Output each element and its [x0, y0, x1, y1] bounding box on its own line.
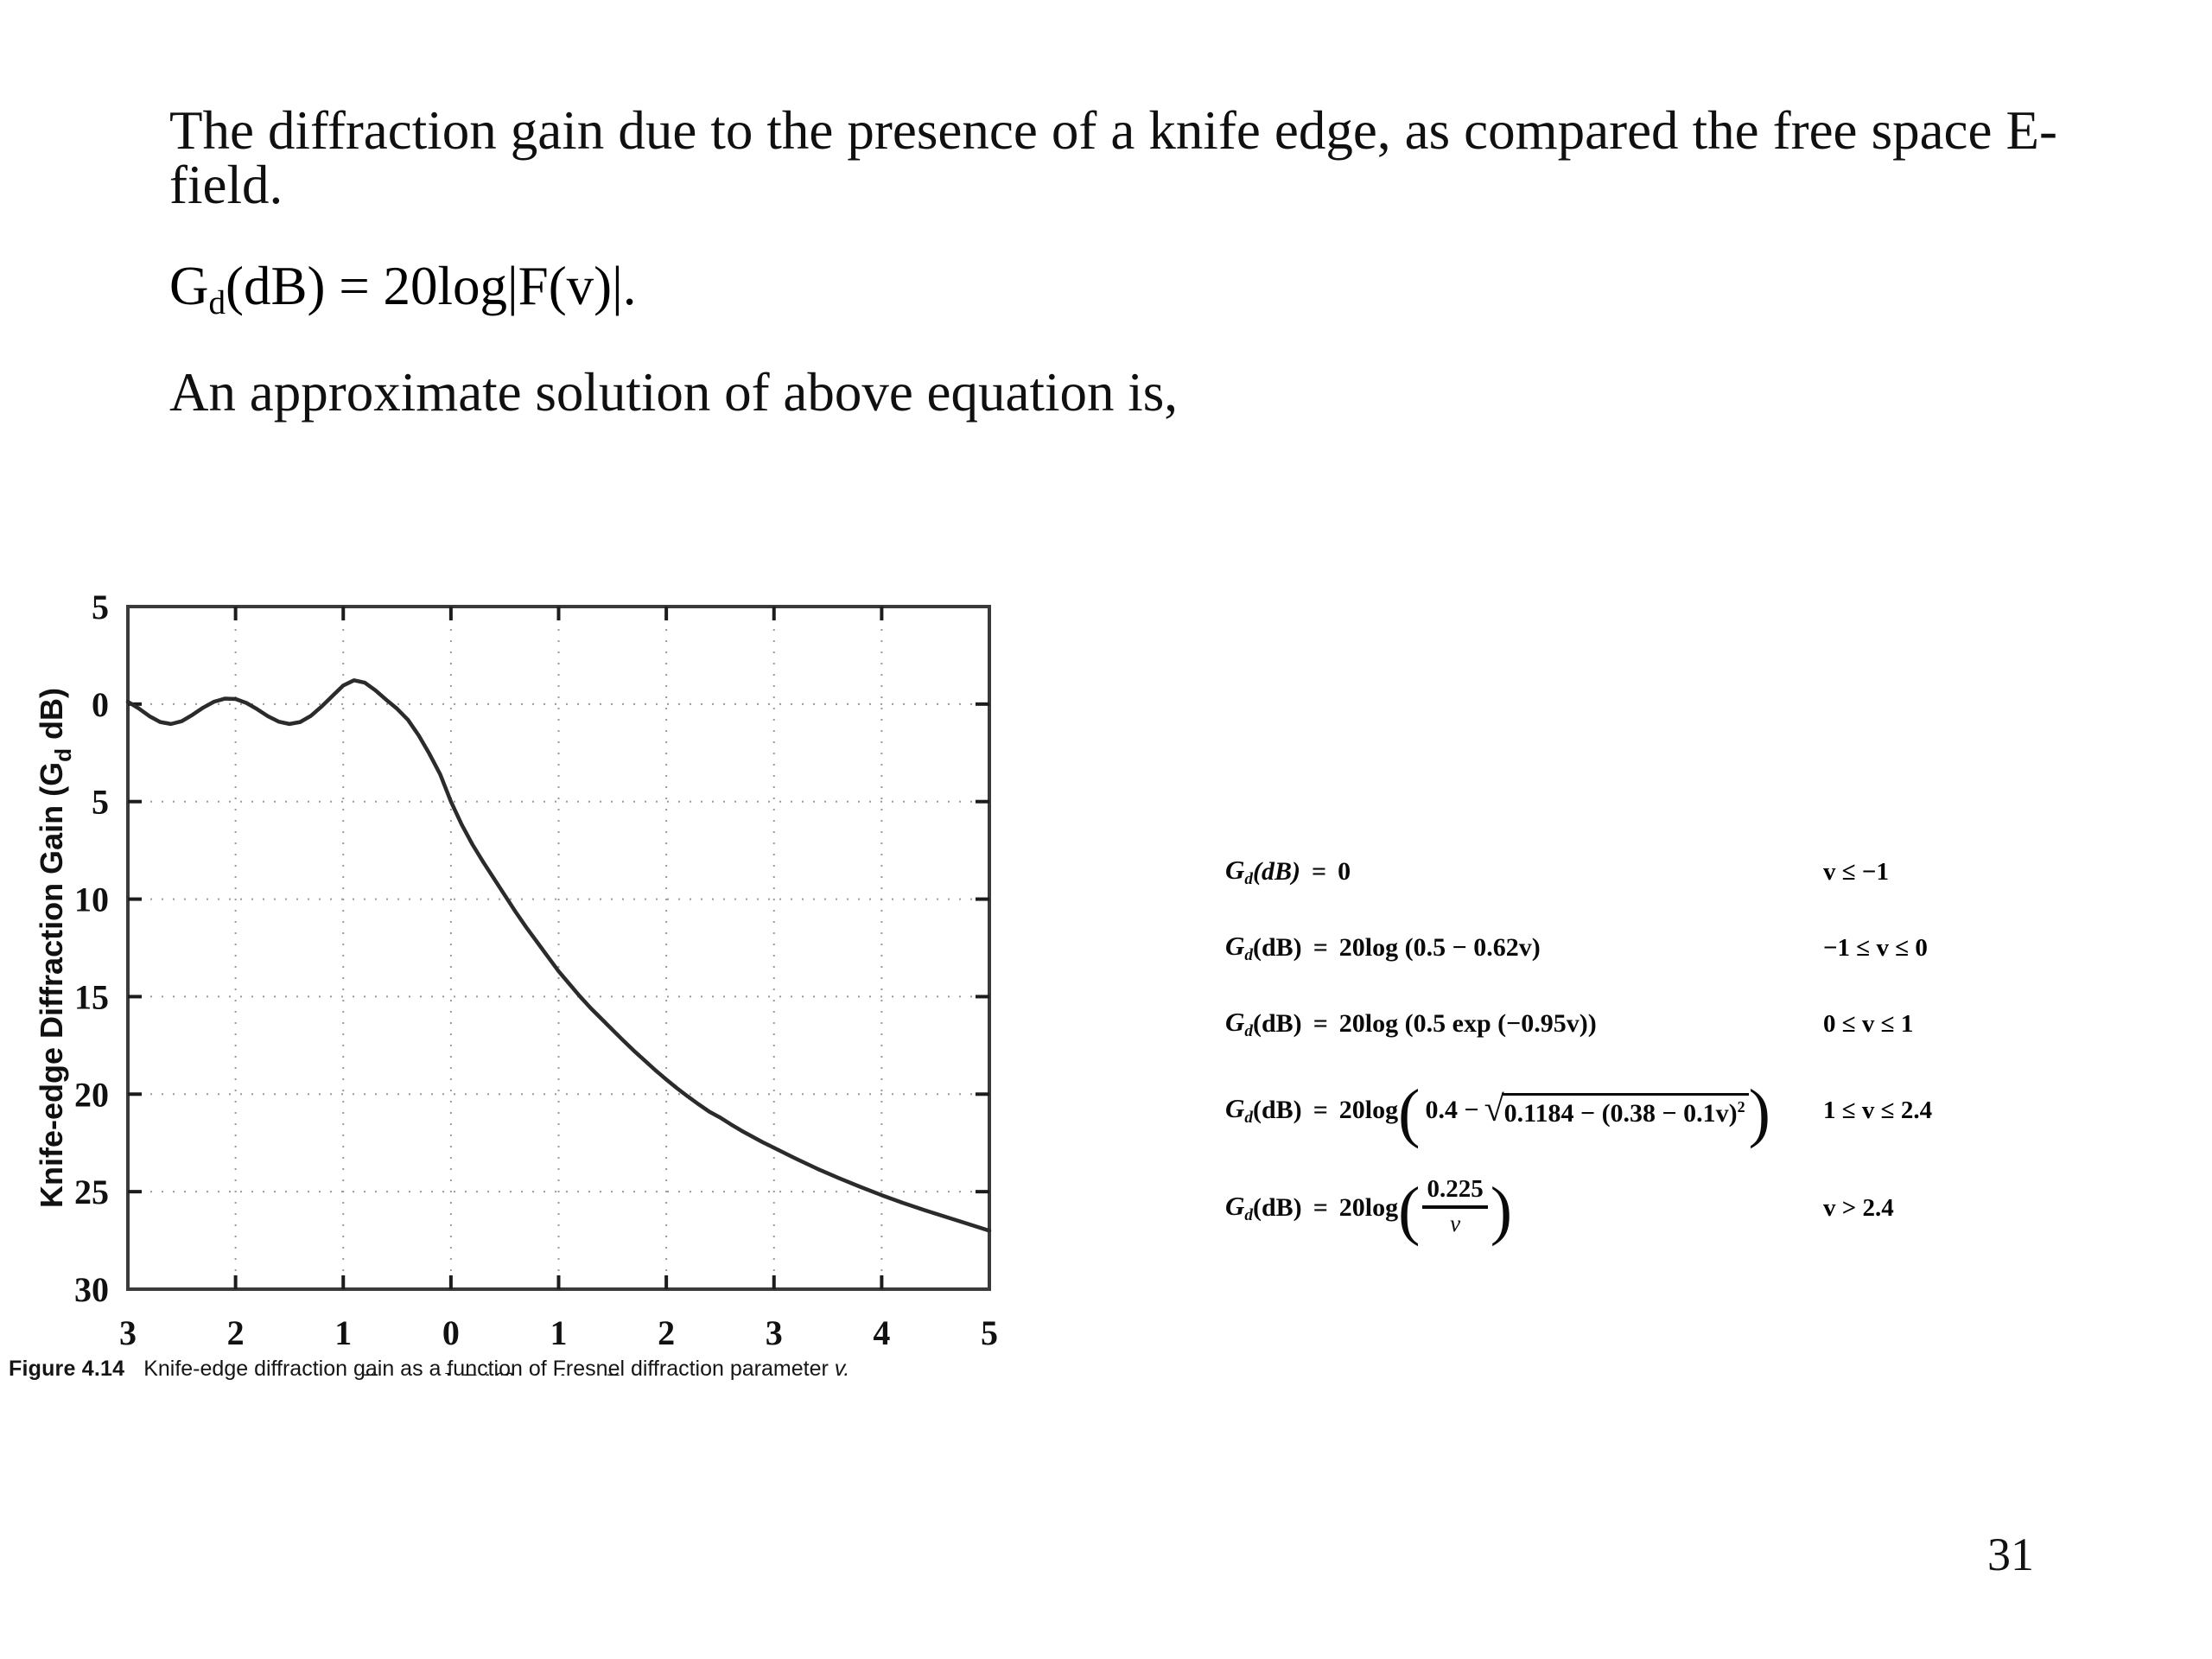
equation-row-1: Gd (dB) = 0 v ≤ −1 [1225, 845, 2167, 899]
x-axis-label: Fresnel Diffraction Parameter v [361, 1367, 755, 1376]
y-tick-label: 30 [74, 1270, 109, 1309]
equation-row-5: Gd (dB) = 20log ( 0.225 v ) v > 2.4 [1225, 1170, 2167, 1246]
caption-variable: v. [834, 1357, 850, 1381]
x-tick-label: 1 [334, 1313, 352, 1352]
x-tick-label: 2 [658, 1313, 675, 1352]
gd-symbol: Gd [1225, 931, 1253, 964]
equals-sign-4: = [1313, 1096, 1328, 1124]
x-tick-label: 0 [442, 1313, 460, 1352]
condition-1: v ≤ −1 [1823, 857, 1889, 886]
equation-lhs-1: Gd (dB) = 0 [1225, 855, 1770, 889]
equation-row-4: Gd (dB) = 20log ( 0.4 − √ 0.1184 − (0.38… [1225, 1073, 2167, 1147]
gd-subscript: d [1244, 1108, 1253, 1127]
rhs-value-1: 0 [1338, 856, 1351, 886]
log-prefix-5: 20log [1338, 1193, 1399, 1222]
radicand-4: 0.1184 − (0.38 − 0.1v)2 [1501, 1093, 1749, 1128]
caption-text: Knife-edge diffraction gain as a functio… [143, 1357, 829, 1381]
db-label-3: (dB) [1253, 1008, 1302, 1038]
radicand-exponent: 2 [1737, 1098, 1745, 1116]
y-tick-label: 5 [92, 783, 109, 822]
gd-symbol: Gd [1225, 855, 1253, 888]
equals-sign-2: = [1313, 932, 1328, 962]
radical-sign-icon: √ [1484, 1090, 1504, 1130]
condition-2: −1 ≤ v ≤ 0 [1823, 933, 1928, 962]
chart-canvas: 3210123455051015202530Fresnel Diffractio… [34, 588, 998, 1376]
db-label-4: (dB) [1253, 1096, 1302, 1124]
equation-lhs-5: Gd (dB) = 20log ( 0.225 v ) [1225, 1174, 1513, 1247]
figure-caption: Figure 4.14 Knife-edge diffraction gain a… [9, 1357, 849, 1382]
piecewise-equation-block: Gd (dB) = 0 v ≤ −1 Gd (dB) = 20log (0.5 … [1225, 845, 2167, 1246]
equation-lhs-4: Gd (dB) = 20log ( 0.4 − √ 0.1184 − (0.38… [1225, 1077, 1770, 1149]
caption-label: Figure 4.14 [9, 1357, 125, 1381]
equation-remainder: (dB) = 20log|F(v)|. [226, 256, 637, 316]
inline-equation-gd: Gd(dB) = 20log|F(v)|. [169, 257, 2070, 321]
fraction-numerator: 0.225 [1427, 1175, 1484, 1203]
x-tick-label: 5 [981, 1313, 998, 1352]
x-tick-label: 3 [119, 1313, 137, 1352]
equation-row-3: Gd (dB) = 20log (0.5 exp (−0.95v)) 0 ≤ v… [1225, 997, 2167, 1051]
x-tick-label: 2 [227, 1313, 245, 1352]
paragraph-intro: The diffraction gain due to the presence… [169, 100, 2057, 215]
square-root-4: √ 0.1184 − (0.38 − 0.1v)2 [1484, 1090, 1749, 1130]
db-label-1: (dB) [1253, 856, 1300, 886]
figure-4-14: 3210123455051015202530Fresnel Diffractio… [26, 581, 1046, 1376]
equals-sign-5: = [1313, 1193, 1328, 1222]
y-tick-label: 20 [74, 1075, 109, 1114]
fraction-5: 0.225 v [1422, 1175, 1488, 1237]
chart-knife-edge-diffraction: 3210123455051015202530Fresnel Diffractio… [26, 581, 1046, 1376]
equation-lhs-3: Gd (dB) = 20log (0.5 exp (−0.95v)) [1225, 1007, 1770, 1041]
rhs-expression-2: 20log (0.5 − 0.62v) [1338, 932, 1541, 962]
condition-5: v > 2.4 [1823, 1193, 1894, 1222]
x-tick-label: 1 [550, 1313, 568, 1352]
x-tick-label: 3 [766, 1313, 783, 1352]
equation-lhs-2: Gd (dB) = 20log (0.5 − 0.62v) [1225, 931, 1770, 965]
log-prefix-4: 20log [1338, 1096, 1399, 1124]
gd-subscript: d [1244, 945, 1253, 964]
svg-text:Knife-edge Diffraction Gain (G: Knife-edge Diffraction Gain (Gd dB) [34, 688, 76, 1208]
y-axis-label: Knife-edge Diffraction Gain (Gd dB) [34, 688, 76, 1208]
slide-body: The diffraction gain due to the presence… [169, 104, 2070, 420]
fraction-denominator: v [1450, 1211, 1461, 1236]
y-tick-label: 0 [92, 685, 109, 724]
condition-4: 1 ≤ v ≤ 2.4 [1823, 1096, 1933, 1124]
equation-subscript-d: d [208, 283, 226, 321]
y-tick-label: 15 [74, 977, 109, 1016]
gd-symbol: Gd [1225, 1093, 1253, 1127]
y-tick-label: 5 [92, 588, 109, 626]
y-tick-label: 10 [74, 880, 109, 919]
gd-symbol: Gd [1225, 1191, 1253, 1224]
data-series-line [125, 678, 992, 1233]
equals-sign-1: = [1312, 856, 1327, 886]
equation-symbol-g: G [169, 256, 209, 316]
db-label-2: (dB) [1253, 932, 1302, 962]
radical-lead-4: 0.4 − [1425, 1096, 1479, 1124]
equation-row-2: Gd (dB) = 20log (0.5 − 0.62v) −1 ≤ v ≤ 0 [1225, 921, 2167, 975]
equals-sign-3: = [1313, 1008, 1328, 1038]
gd-symbol: Gd [1225, 1007, 1253, 1040]
db-label-5: (dB) [1253, 1193, 1302, 1222]
gd-subscript: d [1244, 1205, 1253, 1224]
rhs-expression-3: 20log (0.5 exp (−0.95v)) [1338, 1008, 1597, 1038]
paragraph-approx: An approximate solution of above equatio… [169, 361, 1179, 423]
page-number: 31 [1987, 1529, 2034, 1580]
y-tick-label: 25 [74, 1173, 109, 1211]
gd-subscript: d [1244, 869, 1253, 888]
condition-3: 0 ≤ v ≤ 1 [1823, 1009, 1914, 1038]
x-tick-label: 4 [873, 1313, 890, 1352]
fraction-bar [1422, 1205, 1488, 1209]
gd-subscript: d [1244, 1021, 1253, 1040]
